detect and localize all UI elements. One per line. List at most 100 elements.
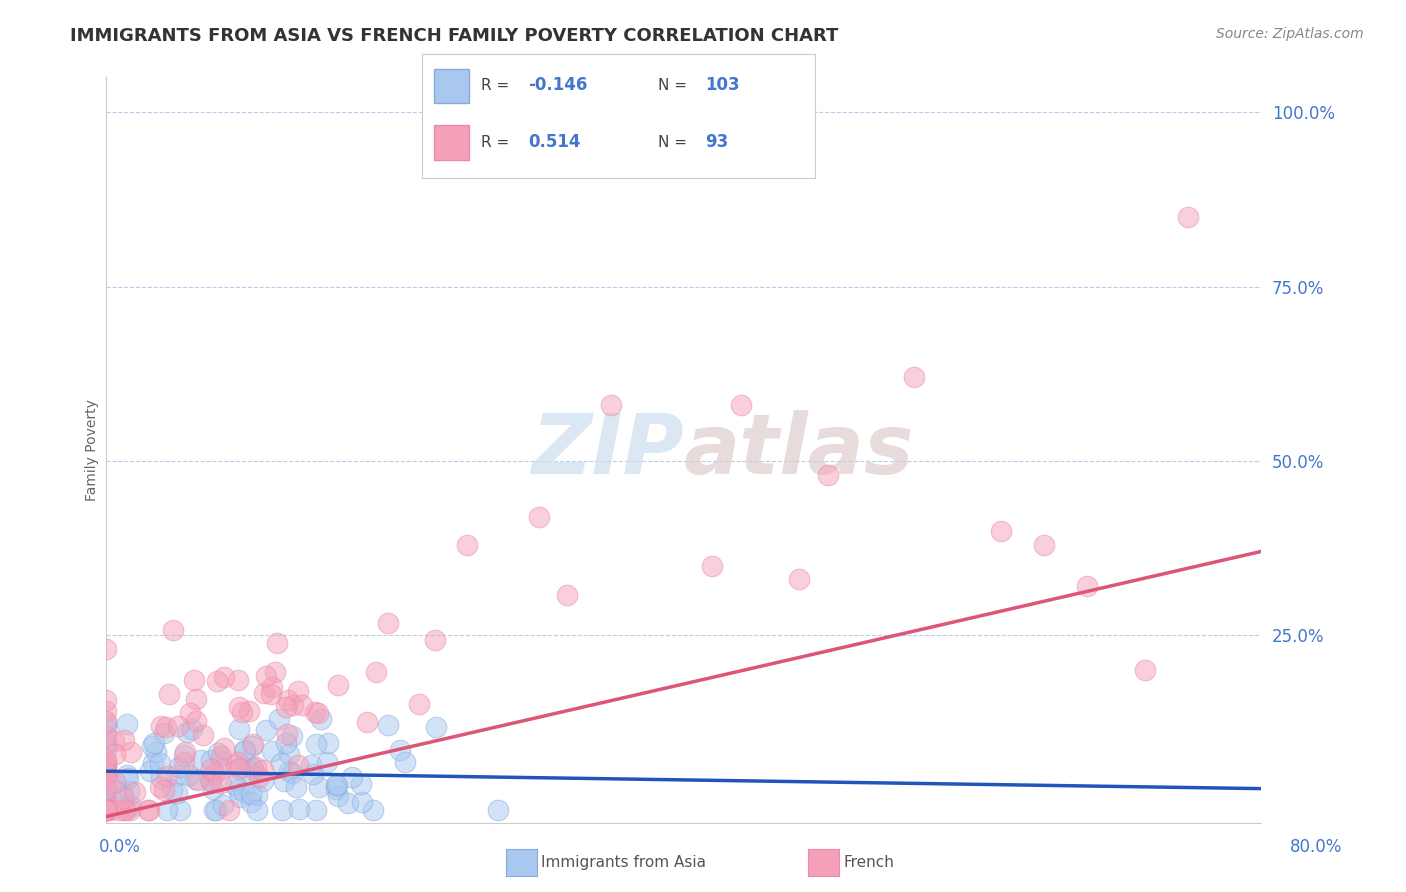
- Point: [183, 673, 205, 688]
- Point: [96, 641, 118, 656]
- Point: [96, 803, 118, 817]
- Point: [186, 692, 208, 706]
- Point: [112, 790, 135, 805]
- Point: [228, 723, 250, 737]
- Point: [288, 802, 311, 816]
- Point: [486, 803, 509, 817]
- Point: [264, 665, 287, 679]
- Text: R =: R =: [481, 78, 515, 93]
- Point: [207, 747, 229, 761]
- Point: [254, 668, 277, 682]
- Point: [231, 705, 253, 719]
- Point: [162, 624, 184, 638]
- Point: [112, 733, 135, 747]
- Point: [156, 803, 179, 817]
- Point: [150, 718, 173, 732]
- Text: 93: 93: [706, 133, 728, 151]
- Point: [817, 467, 839, 482]
- Point: [260, 681, 283, 695]
- Point: [232, 785, 254, 799]
- Point: [96, 764, 118, 779]
- Point: [240, 796, 263, 810]
- Point: [388, 743, 411, 757]
- Point: [291, 698, 314, 712]
- Text: 0.514: 0.514: [529, 133, 581, 151]
- Text: R =: R =: [481, 135, 519, 150]
- Point: [325, 781, 347, 796]
- Point: [212, 797, 235, 812]
- Point: [1135, 663, 1157, 677]
- Point: [96, 769, 118, 783]
- Point: [103, 733, 125, 747]
- Point: [224, 778, 246, 792]
- Point: [1177, 210, 1199, 224]
- FancyBboxPatch shape: [433, 69, 470, 103]
- Point: [366, 665, 388, 679]
- Point: [190, 753, 212, 767]
- Point: [318, 736, 340, 750]
- Point: [104, 747, 127, 762]
- Point: [377, 718, 399, 732]
- Point: [228, 762, 250, 776]
- Point: [285, 780, 308, 794]
- Point: [266, 635, 288, 649]
- Point: [120, 799, 142, 814]
- Point: [139, 764, 162, 779]
- Point: [307, 706, 329, 720]
- Point: [232, 744, 254, 758]
- Point: [96, 753, 118, 767]
- Point: [394, 756, 416, 770]
- Point: [229, 759, 252, 773]
- Point: [212, 670, 235, 684]
- Point: [1076, 579, 1098, 593]
- Point: [229, 790, 252, 805]
- Point: [209, 748, 232, 763]
- Point: [96, 803, 118, 817]
- Point: [173, 755, 195, 769]
- Point: [181, 722, 204, 736]
- Point: [115, 717, 138, 731]
- Point: [96, 716, 118, 731]
- Point: [280, 729, 302, 743]
- Point: [207, 674, 229, 689]
- FancyBboxPatch shape: [433, 125, 470, 160]
- Point: [246, 788, 269, 802]
- Point: [281, 698, 304, 712]
- Point: [174, 745, 197, 759]
- Point: [166, 768, 188, 782]
- Point: [96, 803, 118, 817]
- Point: [304, 705, 326, 719]
- Point: [96, 798, 118, 813]
- Text: Source: ZipAtlas.com: Source: ZipAtlas.com: [1216, 27, 1364, 41]
- Point: [149, 780, 172, 794]
- Point: [226, 782, 249, 797]
- Point: [104, 784, 127, 798]
- Point: [96, 772, 118, 787]
- Point: [273, 774, 295, 789]
- Point: [107, 803, 129, 817]
- Point: [326, 778, 349, 792]
- Point: [228, 673, 250, 687]
- Point: [104, 774, 127, 789]
- Point: [96, 796, 118, 810]
- Point: [242, 737, 264, 751]
- Point: [96, 766, 118, 780]
- Point: [350, 795, 373, 809]
- Point: [145, 746, 167, 760]
- Point: [96, 755, 118, 769]
- Point: [96, 755, 118, 769]
- Point: [990, 524, 1012, 538]
- Point: [245, 760, 267, 774]
- Point: [408, 698, 430, 712]
- Point: [270, 756, 292, 770]
- Point: [287, 684, 309, 698]
- Point: [278, 747, 301, 762]
- Point: [117, 771, 139, 785]
- Point: [299, 758, 322, 772]
- Point: [304, 803, 326, 817]
- Point: [155, 720, 177, 734]
- Point: [236, 763, 259, 777]
- Point: [112, 803, 135, 817]
- Point: [179, 768, 201, 782]
- Point: [96, 803, 118, 817]
